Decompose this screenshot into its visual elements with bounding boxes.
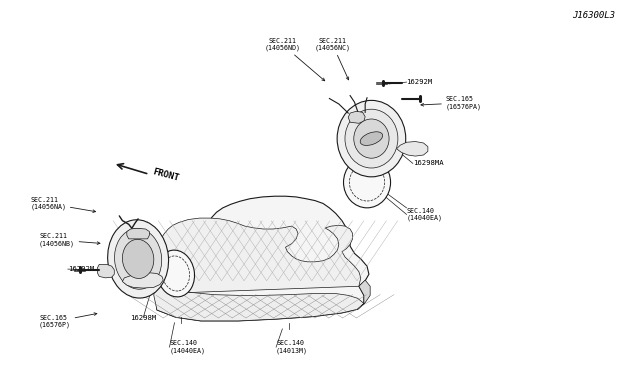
Polygon shape — [127, 228, 149, 239]
Text: 16292M: 16292M — [68, 266, 94, 272]
Text: SEC.211
(14056NA): SEC.211 (14056NA) — [30, 197, 95, 212]
Text: SEC.211
(14056NC): SEC.211 (14056NC) — [314, 38, 351, 80]
Polygon shape — [97, 264, 115, 278]
Polygon shape — [152, 257, 191, 292]
Polygon shape — [358, 280, 370, 309]
Ellipse shape — [115, 228, 162, 289]
Ellipse shape — [337, 100, 406, 177]
Polygon shape — [152, 218, 361, 292]
Polygon shape — [154, 280, 364, 321]
Text: SEC.140
(14013M): SEC.140 (14013M) — [276, 340, 308, 354]
Text: 16292M: 16292M — [406, 79, 433, 85]
Text: SEC.211
(14056ND): SEC.211 (14056ND) — [264, 38, 324, 81]
Ellipse shape — [354, 119, 389, 158]
Text: 16298M: 16298M — [130, 315, 156, 321]
Text: J16300L3: J16300L3 — [572, 11, 615, 20]
Ellipse shape — [108, 220, 168, 298]
Ellipse shape — [345, 109, 398, 168]
Text: SEC.211
(14056NB): SEC.211 (14056NB) — [39, 233, 100, 247]
Text: SEC.165
(16576PA): SEC.165 (16576PA) — [421, 96, 481, 110]
Polygon shape — [122, 273, 163, 288]
Ellipse shape — [122, 239, 154, 279]
Text: SEC.140
(14040EA): SEC.140 (14040EA) — [406, 208, 442, 221]
Ellipse shape — [360, 132, 383, 145]
Polygon shape — [397, 141, 428, 156]
Text: SEC.140
(14040EA): SEC.140 (14040EA) — [170, 340, 205, 354]
Text: 16298MA: 16298MA — [413, 160, 444, 166]
Ellipse shape — [344, 157, 390, 208]
Text: FRONT: FRONT — [152, 167, 180, 183]
Polygon shape — [348, 111, 365, 123]
Text: SEC.165
(16576P): SEC.165 (16576P) — [39, 313, 97, 328]
Ellipse shape — [157, 250, 195, 297]
Polygon shape — [156, 196, 369, 321]
